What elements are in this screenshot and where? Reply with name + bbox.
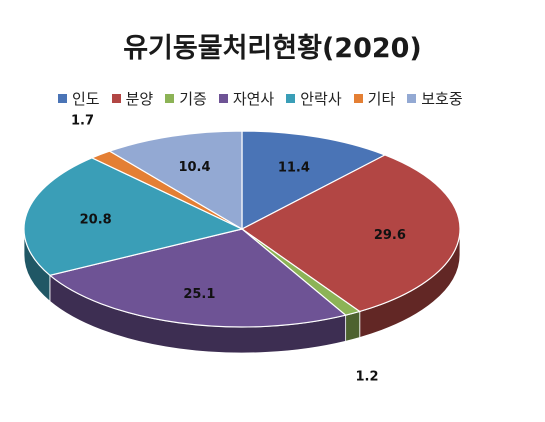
legend-entry: 인도 [58, 88, 100, 109]
pie-top-faces [23, 130, 461, 328]
legend-entry: 안락사 [286, 88, 342, 109]
legend-label: 분양 [125, 90, 154, 108]
legend-entry: 분양 [111, 88, 154, 109]
legend-swatch [58, 94, 67, 103]
legend-swatch [111, 94, 121, 103]
chart-title: 유기동물처리현황(2020) [123, 33, 422, 64]
legend-label: 기타 [367, 90, 396, 108]
pie-slice-7 [108, 130, 243, 231]
data-label: 1.7 [71, 114, 94, 129]
legend: 인도 분양 기증 자연사 안락사 기타 보호중 [58, 88, 463, 109]
pie-slice-5 [23, 157, 244, 276]
data-label: 1.2 [355, 370, 378, 385]
pie-slice-side [345, 310, 361, 342]
legend-swatch [353, 94, 363, 103]
pie-slice-4 [48, 228, 347, 328]
data-label: 29.6 [374, 228, 406, 243]
legend-label: 보호중 [421, 90, 463, 108]
data-label: 25.1 [183, 287, 215, 302]
data-label: 11.4 [278, 161, 310, 176]
legend-label: 인도 [72, 90, 100, 108]
pie-side-walls [23, 228, 461, 354]
legend-swatch [407, 94, 417, 103]
legend-label: 기증 [179, 90, 207, 108]
data-label: 20.8 [80, 212, 112, 227]
pie-slice-1 [241, 130, 387, 230]
legend-swatch [218, 94, 228, 103]
legend-entry: 자연사 [218, 88, 275, 109]
legend-swatch [286, 94, 296, 103]
pie-slice-2 [240, 154, 461, 313]
legend-entry: 기증 [165, 88, 207, 109]
legend-entry: 기타 [353, 88, 396, 109]
data-labels: 11.4 29.6 1.2 25.1 20.8 1.7 10.4 [71, 114, 406, 385]
legend-label: 안락사 [300, 90, 342, 108]
data-label: 10.4 [178, 160, 210, 175]
legend-swatch [165, 94, 175, 103]
legend-entry: 보호중 [407, 88, 463, 109]
legend-label: 자연사 [232, 90, 275, 108]
